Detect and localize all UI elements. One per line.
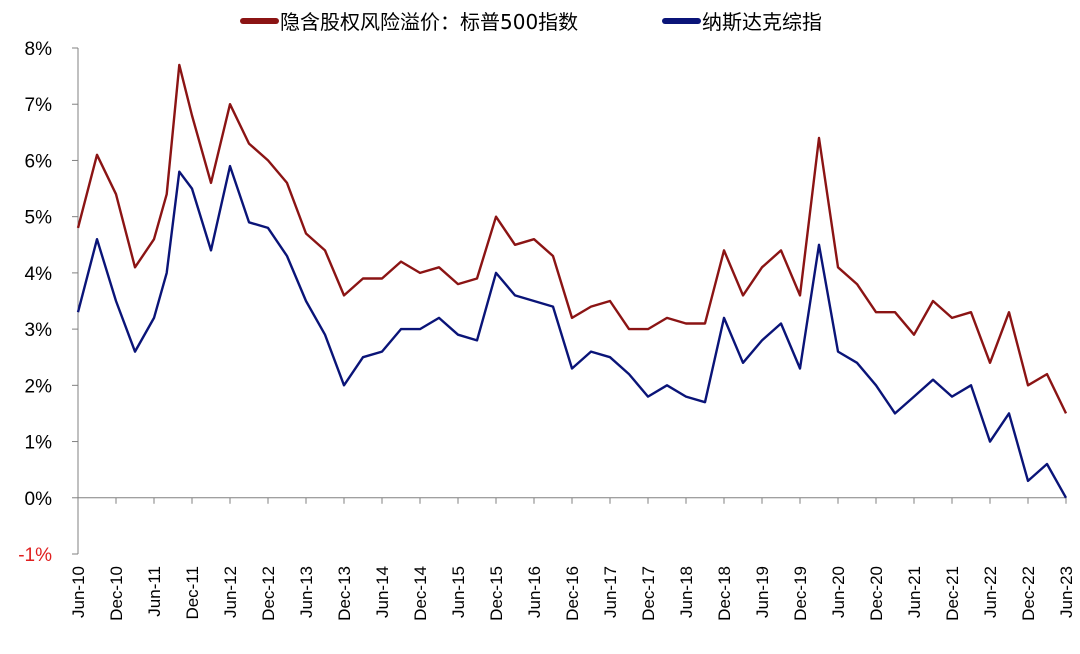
x-tick-label: Jun-18: [677, 566, 696, 618]
legend-label-nasdaq: 纳斯达克综指: [702, 10, 822, 34]
x-tick-label: Dec-15: [487, 566, 506, 621]
x-tick-label: Dec-19: [791, 566, 810, 621]
x-tick-label: Dec-11: [183, 566, 202, 620]
x-tick-label: Dec-13: [335, 566, 354, 621]
y-tick-label: 6%: [25, 151, 53, 172]
x-tick-label: Jun-12: [221, 566, 240, 618]
legend-label-sp500: 隐含股权风险溢价：标普500指数: [280, 10, 578, 34]
y-tick-label: 7%: [25, 95, 53, 116]
x-tick-label: Jun-23: [1057, 566, 1076, 618]
x-tick-label: Dec-12: [259, 566, 278, 621]
x-tick-label: Jun-20: [829, 566, 848, 618]
y-tick-label: 1%: [25, 433, 53, 454]
axes: -1% 0% 1% 2% 3% 4% 5% 6% 7% 8% Jun-10 Dec-10 Jun-11 D…: [18, 39, 1076, 621]
y-tick-label: -1%: [18, 545, 52, 566]
y-tick-label: 5%: [25, 208, 53, 229]
y-tick-label: 0%: [25, 489, 53, 510]
x-tick-label: Dec-20: [867, 566, 886, 621]
y-tick-label: 2%: [25, 376, 53, 397]
y-tick-label: 4%: [25, 264, 53, 285]
x-tick-label: Jun-14: [373, 566, 392, 618]
x-tick-label: Jun-19: [753, 566, 772, 618]
x-tick-label: Jun-13: [297, 566, 316, 618]
x-tick-label: Jun-10: [69, 566, 88, 618]
legend: 隐含股权风险溢价：标普500指数 纳斯达克综指: [240, 10, 822, 34]
x-tick-label: Dec-17: [639, 566, 658, 621]
x-tick-label: Jun-16: [525, 566, 544, 618]
x-tick-label: Jun-17: [601, 566, 620, 618]
x-tick-label: Dec-22: [1019, 566, 1038, 621]
series-line-nasdaq: [76, 164, 1068, 499]
series-line-sp500: [76, 63, 1068, 414]
x-tick-label: Jun-11: [145, 566, 164, 617]
series-lines: [76, 63, 1068, 499]
x-tick-label: Jun-22: [981, 566, 1000, 618]
y-tick-label: 8%: [25, 39, 53, 60]
x-tick-label: Dec-18: [715, 566, 734, 621]
x-tick-label: Jun-21: [905, 566, 924, 618]
x-tick-label: Dec-10: [107, 566, 126, 621]
x-tick-label: Dec-14: [411, 566, 430, 621]
x-tick-label: Jun-15: [449, 566, 468, 618]
x-tick-label: Dec-16: [563, 566, 582, 621]
y-tick-label: 3%: [25, 320, 53, 341]
x-tick-label: Dec-21: [943, 566, 962, 621]
